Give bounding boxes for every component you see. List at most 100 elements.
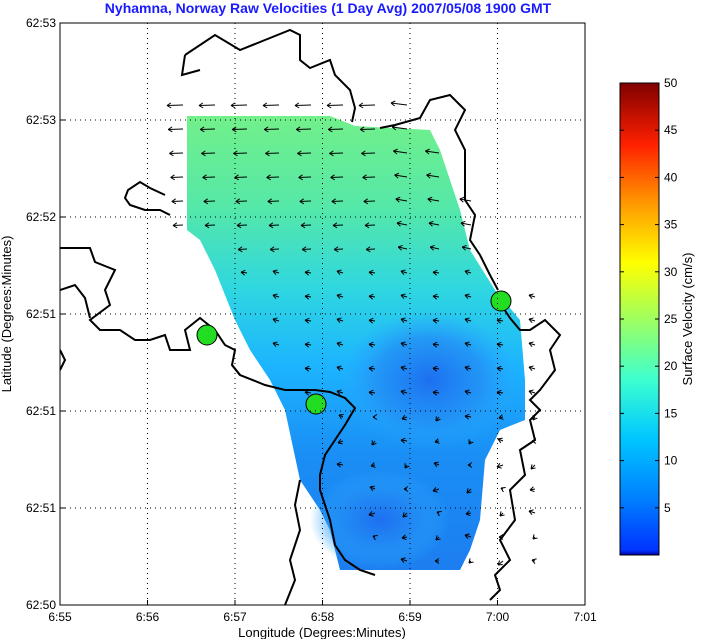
velocity-arrow — [432, 487, 440, 493]
velocity-arrow — [330, 174, 344, 181]
velocity-arrow — [467, 462, 473, 468]
velocity-arrow — [368, 389, 376, 396]
velocity-arrow — [528, 317, 536, 324]
chart-title: Nyhamna, Norway Raw Velocities (1 Day Av… — [105, 0, 552, 16]
velocity-arrow — [434, 558, 440, 564]
velocity-arrow — [528, 365, 536, 372]
velocity-arrow — [372, 414, 378, 420]
velocity-arrow — [464, 413, 472, 420]
velocity-arrow — [459, 196, 472, 203]
velocity-arrow — [364, 222, 376, 229]
velocity-arrow — [198, 102, 216, 109]
velocity-arrow — [368, 269, 376, 276]
velocity-arrow — [336, 293, 344, 300]
velocity-arrow — [402, 512, 408, 518]
velocity-arrow — [294, 102, 312, 109]
velocity-arrow — [203, 198, 216, 205]
colorbar-tick-label: 5 — [664, 501, 671, 515]
velocity-arrow — [435, 535, 441, 541]
velocity-arrow — [169, 150, 184, 157]
colorbar — [619, 82, 660, 556]
velocity-arrow — [400, 269, 408, 276]
velocity-arrow — [326, 102, 344, 109]
velocity-arrow — [426, 172, 440, 179]
low-velocity-zone — [310, 470, 450, 570]
velocity-arrow — [400, 293, 408, 300]
velocity-arrow — [304, 365, 312, 372]
velocity-arrow — [464, 365, 472, 372]
velocity-arrow — [359, 126, 376, 133]
velocity-arrow — [231, 126, 248, 133]
x-tick-label: 6:56 — [136, 610, 160, 624]
grid — [60, 23, 585, 605]
velocity-arrow — [236, 222, 248, 229]
colorbar-tick-label: 45 — [664, 123, 678, 137]
velocity-arrow — [336, 341, 344, 348]
velocity-arrow — [230, 102, 248, 109]
velocity-arrow — [528, 293, 536, 300]
velocity-arrow — [466, 488, 472, 494]
colorbar-tick-label: 30 — [664, 265, 678, 279]
velocity-arrow — [336, 365, 344, 372]
velocity-arrow — [358, 102, 376, 109]
velocity-arrow — [432, 317, 440, 324]
velocity-arrow — [532, 415, 538, 421]
velocity-arrow — [368, 341, 376, 348]
y-tick-label: 62:53 — [26, 16, 56, 30]
velocity-arrow — [240, 269, 248, 276]
radar-site-marker — [305, 393, 327, 415]
velocity-arrow — [434, 438, 440, 444]
velocity-arrow — [460, 220, 472, 227]
velocity-arrow — [395, 196, 408, 203]
velocity-arrow — [425, 148, 440, 155]
velocity-arrow — [331, 198, 344, 205]
velocity-arrow — [400, 437, 408, 444]
velocity-arrow — [362, 174, 376, 181]
velocity-arrow — [166, 102, 184, 109]
velocity-arrow — [201, 150, 216, 157]
velocity-arrow — [391, 124, 408, 131]
velocity-arrow — [496, 389, 504, 396]
velocity-arrow — [529, 486, 536, 493]
velocity-arrow — [327, 126, 344, 133]
velocity-arrow — [304, 293, 312, 300]
x-axis-label: Longitude (Degrees:Minutes) — [238, 625, 406, 639]
y-axis-label: Latitude (Degrees:Minutes) — [0, 236, 14, 393]
velocity-arrow — [272, 317, 280, 324]
colorbar-tick-label: 50 — [664, 76, 678, 90]
velocity-arrow — [436, 511, 442, 517]
velocity-arrow — [496, 463, 504, 469]
velocity-arrow — [171, 198, 184, 205]
velocity-arrow — [390, 100, 408, 107]
velocity-arrow — [304, 317, 312, 324]
velocity-arrow — [497, 560, 504, 566]
y-tick-label: 62:52 — [26, 210, 56, 224]
velocity-vectors — [166, 100, 538, 566]
velocity-arrow — [464, 317, 472, 324]
velocity-arrow — [332, 222, 344, 229]
y-tick-label: 62:51 — [26, 501, 56, 515]
x-tick-label: 6:55 — [48, 610, 72, 624]
velocity-arrow — [464, 341, 472, 348]
velocity-arrow — [336, 389, 344, 396]
coastline — [60, 28, 562, 605]
colorbar-ticks: 5 10 15 20 25 30 35 40 45 50 — [620, 76, 678, 515]
velocity-arrow — [269, 246, 280, 253]
velocity-arrow — [298, 174, 312, 181]
velocity-arrow — [528, 509, 536, 515]
velocity-arrow — [432, 269, 440, 276]
velocity-arrow — [368, 511, 376, 517]
low-velocity-zone — [340, 310, 520, 450]
velocity-arrow — [432, 341, 440, 348]
y-tick-label: 62:51 — [26, 307, 56, 321]
velocity-arrow — [268, 222, 280, 229]
velocity-arrow — [435, 416, 441, 422]
velocity-arrow — [464, 269, 472, 276]
velocity-arrow — [167, 126, 184, 133]
velocity-arrow — [333, 246, 344, 253]
velocity-arrow — [464, 533, 472, 539]
velocity-arrow — [336, 269, 344, 276]
velocity-arrow — [498, 534, 504, 540]
velocity-arrow — [461, 244, 472, 251]
